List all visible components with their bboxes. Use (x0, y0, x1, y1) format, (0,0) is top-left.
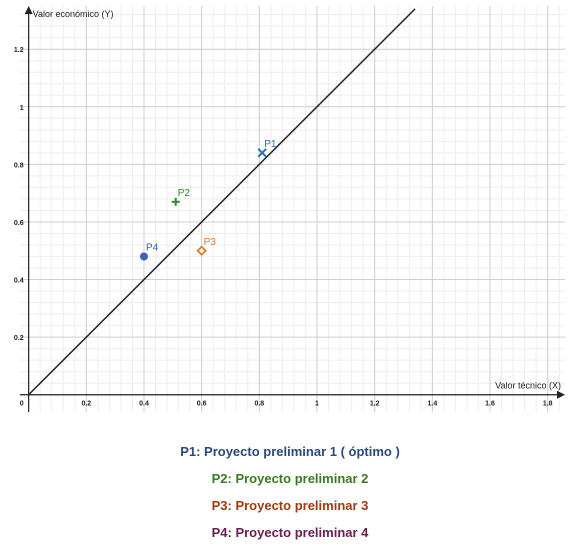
x-tick-label: 0.2 (81, 401, 91, 408)
x-axis-label: Valor técnico (X) (495, 381, 561, 391)
point-p1-marker (257, 148, 267, 158)
x-axis-arrow (557, 390, 565, 399)
point-p4-marker (139, 252, 148, 261)
origin-label: 0 (20, 401, 24, 408)
x-tick-label: 1.6 (485, 401, 495, 408)
legend-item-p1: P1: Proyecto preliminar 1 ( óptimo ) (180, 444, 400, 459)
y-tick-label: 1.2 (14, 47, 24, 54)
legend-item-p4: P4: Proyecto preliminar 4 (211, 525, 369, 540)
y-tick-label: 0.2 (14, 335, 24, 342)
y-tick-label: 1 (20, 105, 24, 112)
x-tick-label: 0.6 (197, 401, 207, 408)
y-axis-arrow (24, 6, 33, 14)
point-p3-marker (196, 245, 207, 257)
point-p2-label: P2 (178, 188, 191, 199)
scatter-chart: 0.2 0.4 0.6 0.8 1 1.2 1.4 1.6 1.8 0.2 0.4 0.6 0.8 1 1.… (14, 6, 565, 412)
y-tick-label: 0.6 (14, 220, 24, 227)
y-tick-label: 0.4 (14, 278, 24, 285)
point-p2-marker (171, 197, 180, 206)
x-tick-label: 1.8 (543, 401, 553, 408)
legend-item-p3: P3: Proyecto preliminar 3 (211, 498, 369, 513)
x-tick-label: 0.8 (254, 401, 264, 408)
x-tick-label: 0.4 (139, 401, 149, 408)
reference-line (28, 8, 416, 396)
point-p4-label: P4 (146, 243, 159, 254)
x-tick-label: 1 (315, 401, 319, 408)
y-axis-label: Valor económico (Y) (33, 9, 114, 19)
x-tick-label: 1.2 (370, 401, 380, 408)
point-p1-label: P1 (264, 139, 277, 150)
point-p3-label: P3 (204, 237, 217, 248)
y-tick-label: 0.8 (14, 162, 24, 169)
legend-item-p2: P2: Proyecto preliminar 2 (211, 471, 369, 486)
x-tick-label: 1.4 (427, 401, 437, 408)
